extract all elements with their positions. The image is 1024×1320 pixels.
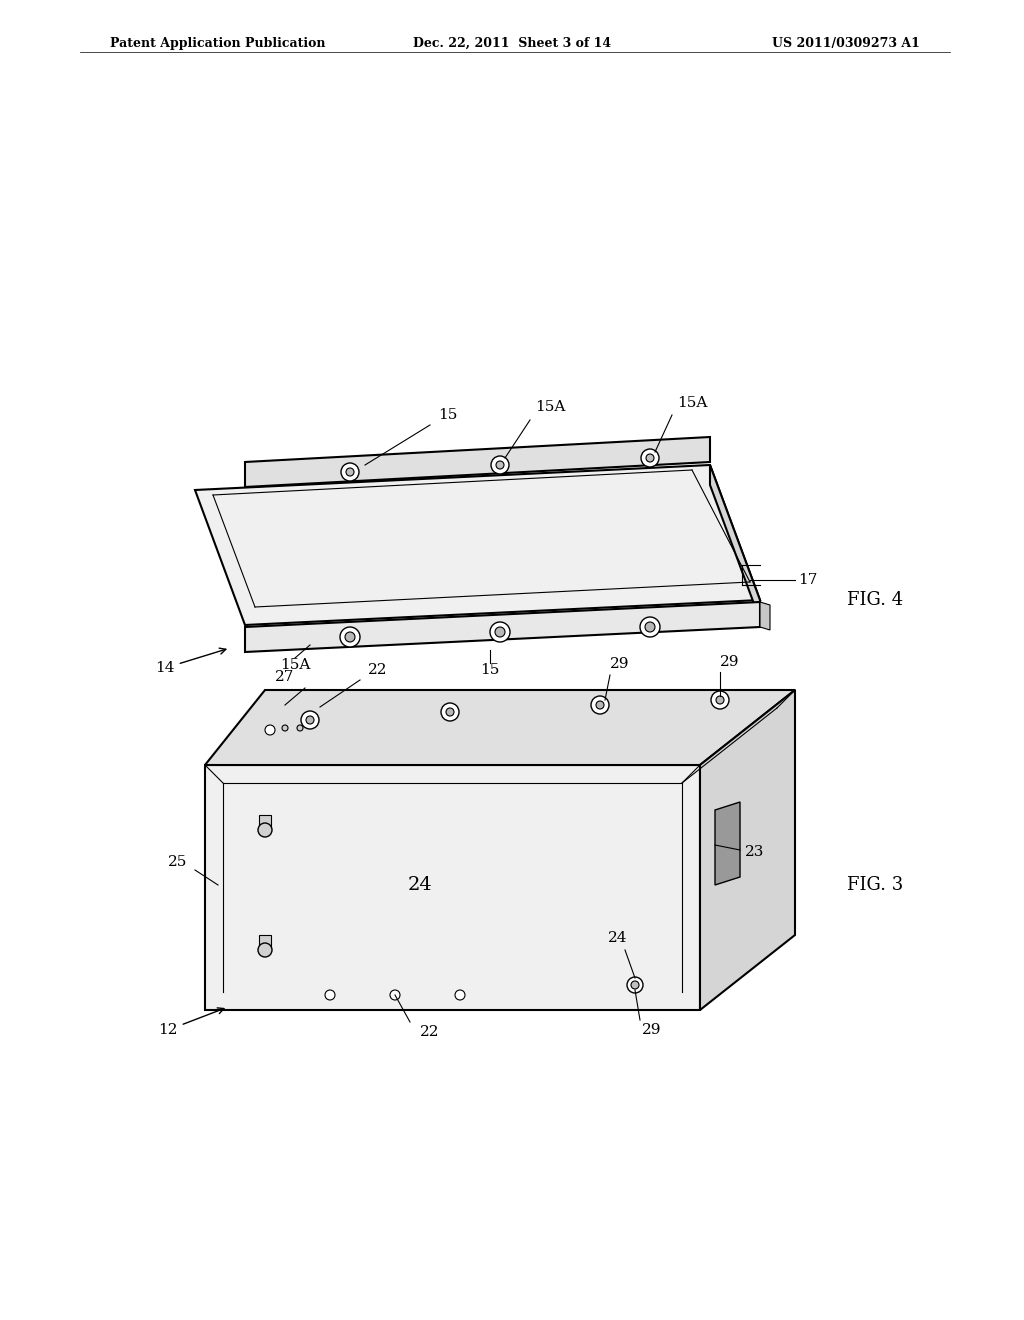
Circle shape	[265, 725, 275, 735]
Text: 17: 17	[799, 573, 818, 587]
Text: 15A: 15A	[677, 396, 708, 411]
Text: 15A: 15A	[535, 400, 565, 414]
Circle shape	[306, 715, 314, 723]
Text: 24: 24	[408, 876, 432, 894]
Circle shape	[627, 977, 643, 993]
Circle shape	[591, 696, 609, 714]
Text: Dec. 22, 2011  Sheet 3 of 14: Dec. 22, 2011 Sheet 3 of 14	[413, 37, 611, 50]
Text: 22: 22	[369, 663, 388, 677]
Circle shape	[490, 455, 509, 474]
Polygon shape	[205, 766, 700, 1010]
Text: Patent Application Publication: Patent Application Publication	[110, 37, 326, 50]
Circle shape	[345, 632, 355, 642]
Circle shape	[282, 725, 288, 731]
Text: 14: 14	[156, 648, 226, 675]
Circle shape	[631, 981, 639, 989]
Circle shape	[711, 690, 729, 709]
Circle shape	[341, 463, 359, 480]
Circle shape	[496, 461, 504, 469]
Text: 27: 27	[275, 671, 295, 684]
Polygon shape	[259, 935, 271, 950]
Polygon shape	[195, 465, 760, 624]
Text: 24: 24	[608, 931, 628, 945]
Circle shape	[301, 711, 319, 729]
Circle shape	[325, 990, 335, 1001]
Text: 15: 15	[438, 408, 458, 422]
Polygon shape	[760, 602, 770, 630]
Polygon shape	[715, 803, 740, 884]
Circle shape	[446, 708, 454, 715]
Text: 25: 25	[168, 855, 187, 869]
Circle shape	[495, 627, 505, 638]
Text: 22: 22	[420, 1026, 439, 1039]
Circle shape	[645, 622, 655, 632]
Polygon shape	[700, 690, 795, 1010]
Circle shape	[716, 696, 724, 704]
Text: 29: 29	[642, 1023, 662, 1038]
Circle shape	[646, 454, 654, 462]
Circle shape	[596, 701, 604, 709]
Circle shape	[340, 627, 360, 647]
Circle shape	[346, 469, 354, 477]
Circle shape	[490, 622, 510, 642]
Text: 15: 15	[480, 663, 500, 677]
Polygon shape	[245, 602, 760, 652]
Circle shape	[258, 822, 272, 837]
Circle shape	[390, 990, 400, 1001]
Circle shape	[441, 704, 459, 721]
Text: 12: 12	[159, 1008, 224, 1038]
Polygon shape	[710, 465, 760, 620]
Polygon shape	[245, 437, 710, 487]
Circle shape	[640, 616, 660, 638]
Text: 29: 29	[610, 657, 630, 671]
Circle shape	[641, 449, 659, 467]
Text: US 2011/0309273 A1: US 2011/0309273 A1	[772, 37, 920, 50]
Circle shape	[455, 990, 465, 1001]
Text: 23: 23	[745, 845, 765, 859]
Polygon shape	[259, 814, 271, 830]
Circle shape	[258, 942, 272, 957]
Text: 29: 29	[720, 655, 739, 669]
Text: FIG. 3: FIG. 3	[847, 876, 903, 894]
Text: 15A: 15A	[280, 657, 310, 672]
Circle shape	[297, 725, 303, 731]
Polygon shape	[205, 690, 795, 766]
Text: FIG. 4: FIG. 4	[847, 591, 903, 609]
